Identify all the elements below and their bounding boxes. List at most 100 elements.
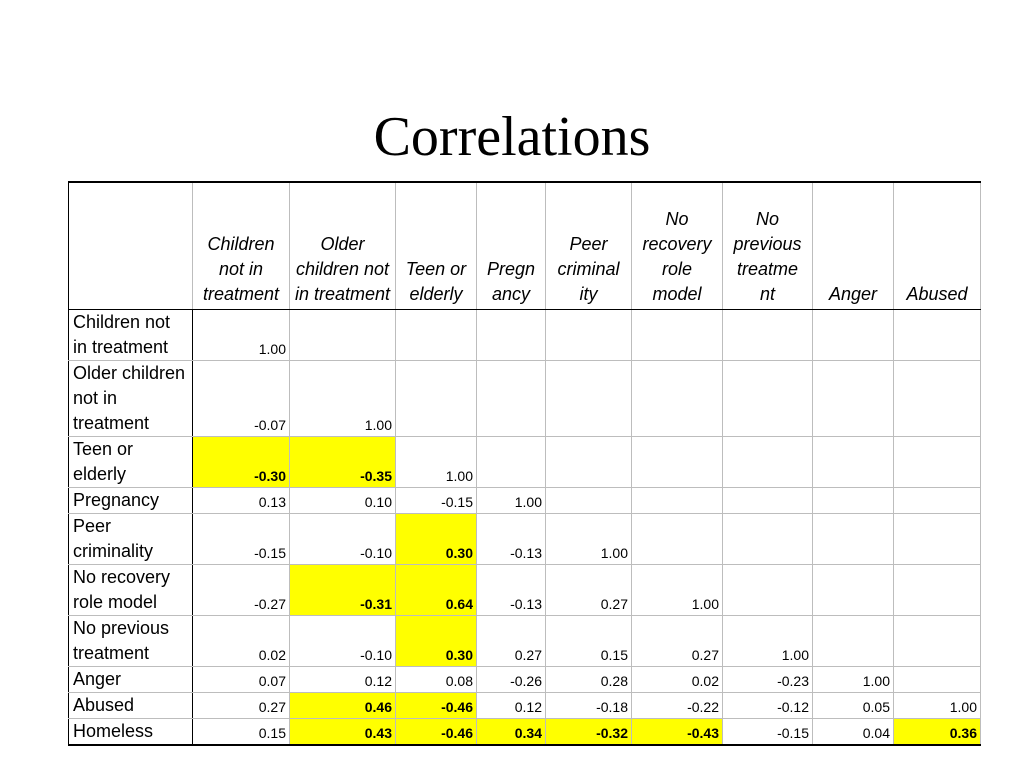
correlation-cell: -0.26 xyxy=(476,665,546,693)
correlation-cell: -0.30 xyxy=(192,435,290,488)
correlation-cell: -0.31 xyxy=(289,563,396,616)
table-row: Older children not in treatment -0.07 1.00 xyxy=(68,359,981,437)
correlation-cell: -0.18 xyxy=(545,691,632,719)
correlation-cell xyxy=(722,563,813,616)
table-row: Peer criminality -0.15 -0.10 0.30 -0.13 1.00 xyxy=(68,512,981,565)
correlation-cell xyxy=(631,512,723,565)
correlation-cell: -0.15 xyxy=(192,512,290,565)
correlation-cell: 0.04 xyxy=(812,717,894,745)
correlation-cell xyxy=(631,486,723,514)
correlation-cell: 1.00 xyxy=(476,486,546,514)
row-label-no-previous-treatment: No previous treatment xyxy=(68,614,193,667)
table-row: Homeless 0.15 0.43 -0.46 0.34 -0.32 -0.43 -0.15… xyxy=(68,717,981,745)
page-title: Correlations xyxy=(373,106,651,168)
correlation-cell: -0.46 xyxy=(395,691,477,719)
correlation-cell xyxy=(631,435,723,488)
table-row: Anger 0.07 0.12 0.08 -0.26 0.28 0.02 -0.23 1.00 xyxy=(68,665,981,693)
column-header-teen-or-elderly: Teen or elderly xyxy=(395,181,477,310)
correlation-cell: 0.28 xyxy=(545,665,632,693)
table-row: No previous treatment 0.02 -0.10 0.30 0.27 0.… xyxy=(68,614,981,667)
column-header-anger: Anger xyxy=(812,181,894,310)
correlation-cell: -0.15 xyxy=(395,486,477,514)
correlation-cell xyxy=(893,308,981,361)
correlation-cell xyxy=(476,359,546,437)
correlation-cell: 1.00 xyxy=(192,308,290,361)
correlation-cell: 0.02 xyxy=(192,614,290,667)
correlation-cell xyxy=(722,435,813,488)
correlation-cell xyxy=(722,486,813,514)
correlation-cell xyxy=(476,308,546,361)
row-label-no-recovery-role-model: No recovery role model xyxy=(68,563,193,616)
correlation-cell: -0.46 xyxy=(395,717,477,745)
correlation-cell: -0.12 xyxy=(722,691,813,719)
correlation-cell xyxy=(722,308,813,361)
correlation-cell: 0.46 xyxy=(289,691,396,719)
correlation-cell: 1.00 xyxy=(631,563,723,616)
correlation-cell: 0.34 xyxy=(476,717,546,745)
column-header-children-not-in-treatment: Children not in treatment xyxy=(192,181,290,310)
correlation-table: Children not in treatment Older children … xyxy=(68,181,981,746)
row-label-homeless: Homeless xyxy=(68,717,193,745)
correlation-cell: 0.15 xyxy=(192,717,290,745)
row-label-older-children-not-in-treatment: Older children not in treatment xyxy=(68,359,193,437)
row-label-peer-criminality: Peer criminality xyxy=(68,512,193,565)
correlation-cell: 1.00 xyxy=(722,614,813,667)
column-header-older-children-not-in-treatment: Older children not in treatment xyxy=(289,181,396,310)
header-row: Children not in treatment Older children … xyxy=(68,181,981,310)
table-row: Pregnancy 0.13 0.10 -0.15 1.00 xyxy=(68,486,981,514)
correlation-cell: 0.05 xyxy=(812,691,894,719)
correlation-cell: 0.27 xyxy=(631,614,723,667)
correlation-cell xyxy=(812,308,894,361)
correlation-cell: 0.36 xyxy=(893,717,981,745)
table-row: Teen or elderly -0.30 -0.35 1.00 xyxy=(68,435,981,488)
column-header-peer-criminal-ity: Peer criminal ity xyxy=(545,181,632,310)
table-row: Abused 0.27 0.46 -0.46 0.12 -0.18 -0.22 -0.12 0.… xyxy=(68,691,981,719)
correlation-cell xyxy=(812,563,894,616)
correlation-cell xyxy=(893,563,981,616)
column-header-pregn-ancy: Pregn ancy xyxy=(476,181,546,310)
correlation-cell xyxy=(545,308,632,361)
correlation-cell: 1.00 xyxy=(289,359,396,437)
correlation-cell: -0.32 xyxy=(545,717,632,745)
correlation-cell: -0.27 xyxy=(192,563,290,616)
correlation-cell: -0.10 xyxy=(289,512,396,565)
correlation-cell xyxy=(812,512,894,565)
correlation-cell xyxy=(289,308,396,361)
correlation-cell xyxy=(893,435,981,488)
row-label-children-not-in-treatment: Children not in treatment xyxy=(68,308,193,361)
correlation-cell: 1.00 xyxy=(893,691,981,719)
correlation-cell xyxy=(631,359,723,437)
row-label-teen-or-elderly: Teen or elderly xyxy=(68,435,193,488)
header-corner-cell xyxy=(68,181,193,310)
correlation-cell: 0.64 xyxy=(395,563,477,616)
correlation-cell xyxy=(812,435,894,488)
correlation-cell xyxy=(631,308,723,361)
correlation-cell xyxy=(812,614,894,667)
correlation-cell: 1.00 xyxy=(812,665,894,693)
correlation-cell xyxy=(395,359,477,437)
row-label-pregnancy: Pregnancy xyxy=(68,486,193,514)
correlation-cell: -0.15 xyxy=(722,717,813,745)
correlation-cell xyxy=(545,359,632,437)
correlation-cell: 0.08 xyxy=(395,665,477,693)
correlation-cell: -0.43 xyxy=(631,717,723,745)
correlation-cell: -0.13 xyxy=(476,512,546,565)
correlation-cell: -0.13 xyxy=(476,563,546,616)
column-header-no-previous-treatme-nt: No previous treatme nt xyxy=(722,181,813,310)
correlation-cell: 0.27 xyxy=(476,614,546,667)
correlation-cell: 0.27 xyxy=(192,691,290,719)
correlation-cell: 0.12 xyxy=(289,665,396,693)
correlation-cell xyxy=(545,486,632,514)
row-label-anger: Anger xyxy=(68,665,193,693)
column-header-abused: Abused xyxy=(893,181,981,310)
correlation-cell: -0.22 xyxy=(631,691,723,719)
correlation-cell: 0.43 xyxy=(289,717,396,745)
correlation-cell: -0.07 xyxy=(192,359,290,437)
correlation-cell: -0.10 xyxy=(289,614,396,667)
row-label-abused: Abused xyxy=(68,691,193,719)
column-header-no-recovery-role-model: No recovery role model xyxy=(631,181,723,310)
correlation-cell xyxy=(812,486,894,514)
correlation-cell xyxy=(722,359,813,437)
correlation-cell: 0.10 xyxy=(289,486,396,514)
correlation-cell xyxy=(893,359,981,437)
